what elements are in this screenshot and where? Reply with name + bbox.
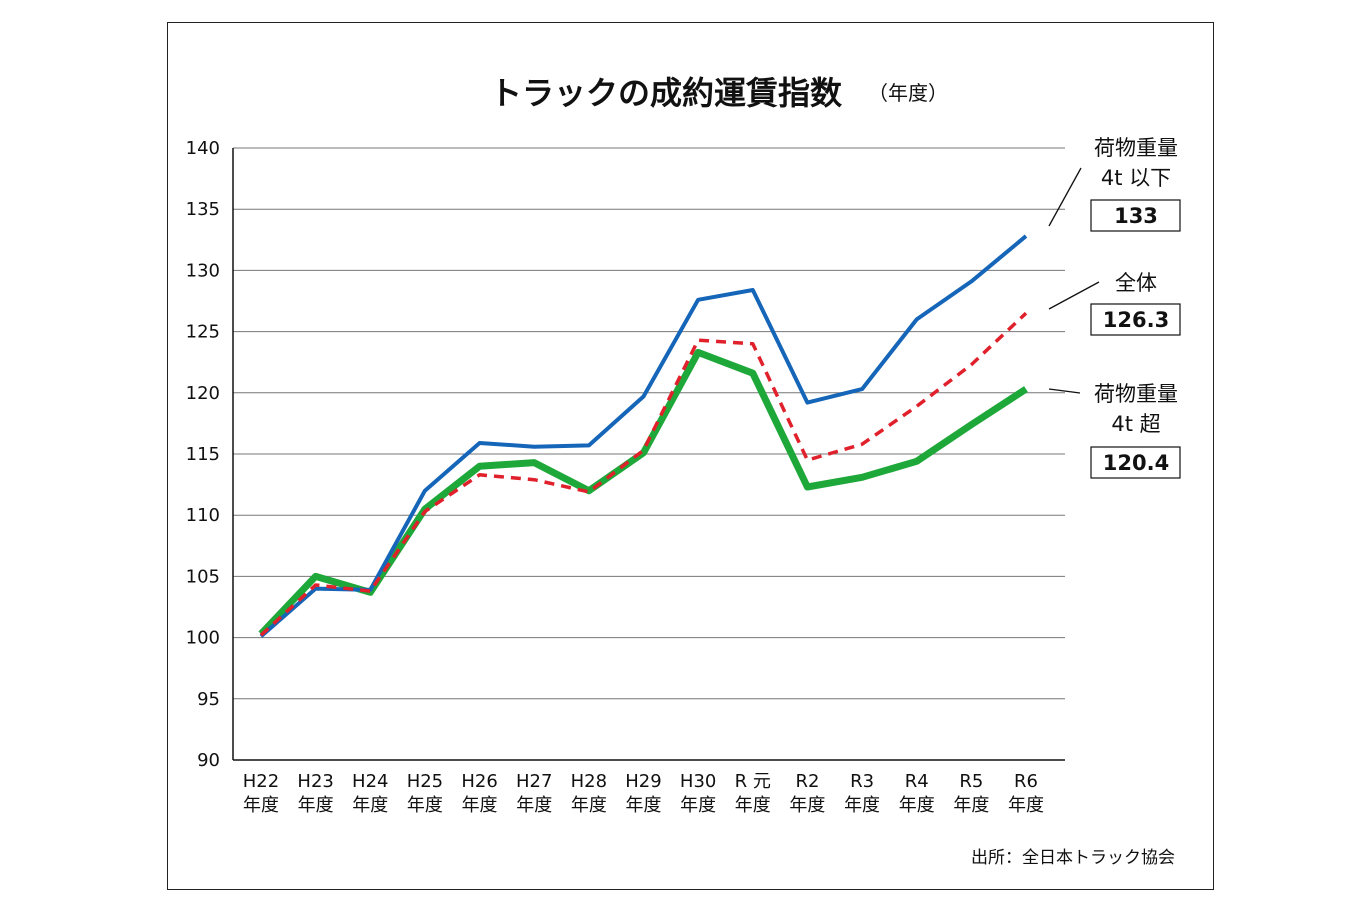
series-name-total: 全体 — [1115, 271, 1157, 295]
series-name-4t-under-line2: 4t 以下 — [1101, 166, 1171, 190]
series-name-4t-under-line1: 荷物重量 — [1094, 136, 1178, 160]
y-tick-label: 115 — [186, 444, 220, 465]
y-tick-label: 105 — [186, 566, 220, 587]
value-box-total — [1090, 303, 1181, 336]
series-name-4t-over-line2: 4t 超 — [1111, 412, 1160, 436]
x-tick-label: 年度 — [844, 795, 880, 816]
x-axis-ticks: H22 年度 H23 年度 H24 年度 H25 年度 H26 年度 H27 年度 H28 年度 H29 年度… — [243, 771, 1044, 816]
y-tick-label: 140 — [186, 138, 220, 159]
legend-label-4t-over: 荷物重量 4t 超 120.4 — [1048, 382, 1181, 479]
x-tick-label: 年度 — [407, 795, 443, 816]
x-tick-label: 年度 — [243, 795, 279, 816]
x-tick-label: 年度 — [1008, 795, 1044, 816]
x-tick-label: H24 — [352, 771, 388, 792]
leader-line-4t-over — [1048, 388, 1081, 394]
x-tick-label: 年度 — [352, 795, 388, 816]
x-tick-label: H23 — [297, 771, 333, 792]
series-line — [259, 234, 1028, 638]
x-tick-label: R5 — [959, 771, 983, 792]
x-tick-label: R3 — [850, 771, 874, 792]
chart-subtitle: （年度） — [868, 81, 948, 105]
x-tick-label: 年度 — [735, 795, 771, 816]
x-tick-label: 年度 — [789, 795, 825, 816]
y-tick-label: 125 — [186, 322, 220, 343]
legend-label-4t-under: 荷物重量 4t 以下 133 — [1048, 136, 1181, 232]
x-tick-label: R6 — [1014, 771, 1038, 792]
x-tick-label: 年度 — [680, 795, 716, 816]
x-tick-label: H30 — [680, 771, 716, 792]
value-box-4t-under — [1090, 199, 1181, 232]
y-tick-label: 120 — [186, 383, 220, 404]
x-tick-label: 年度 — [953, 795, 989, 816]
value-label-total: 126.3 — [1103, 308, 1169, 332]
x-tick-label: H28 — [571, 771, 607, 792]
x-tick-label: R 元 — [735, 771, 771, 792]
x-tick-label: 年度 — [571, 795, 607, 816]
x-tick-label: H22 — [243, 771, 279, 792]
legend-label-total: 全体 126.3 — [1048, 271, 1181, 336]
y-tick-label: 90 — [197, 750, 220, 771]
y-tick-label: 95 — [197, 689, 220, 710]
chart-title: トラックの成約運賃指数 — [490, 74, 843, 112]
leader-line-4t-under — [1048, 167, 1082, 227]
y-tick-label: 135 — [186, 199, 220, 220]
series-line — [259, 311, 1028, 637]
source-note: 出所：全日本トラック協会 — [971, 848, 1175, 868]
leader-line-total — [1048, 281, 1100, 310]
x-tick-label: H25 — [407, 771, 443, 792]
x-tick-label: H26 — [461, 771, 497, 792]
value-label-4t-under: 133 — [1114, 204, 1158, 228]
y-tick-label: 130 — [186, 260, 220, 281]
series-name-4t-over-line1: 荷物重量 — [1094, 382, 1178, 406]
x-tick-label: 年度 — [899, 795, 935, 816]
x-tick-label: H27 — [516, 771, 552, 792]
grid — [233, 147, 1065, 700]
value-label-4t-over: 120.4 — [1103, 451, 1169, 475]
x-tick-label: 年度 — [516, 795, 552, 816]
y-axis-ticks: 90 95 100 105 110 115 120 125 130 135 140 — [186, 138, 220, 771]
chart-frame — [167, 22, 1214, 890]
y-tick-label: 110 — [186, 505, 220, 526]
x-tick-label: H29 — [625, 771, 661, 792]
x-tick-label: 年度 — [462, 795, 498, 816]
x-tick-label: 年度 — [626, 795, 662, 816]
series-lines — [258, 234, 1028, 638]
y-tick-label: 100 — [186, 628, 220, 649]
x-tick-label: R2 — [795, 771, 819, 792]
x-tick-label: R4 — [905, 771, 929, 792]
value-box-4t-over — [1090, 446, 1181, 479]
x-tick-label: 年度 — [298, 795, 334, 816]
